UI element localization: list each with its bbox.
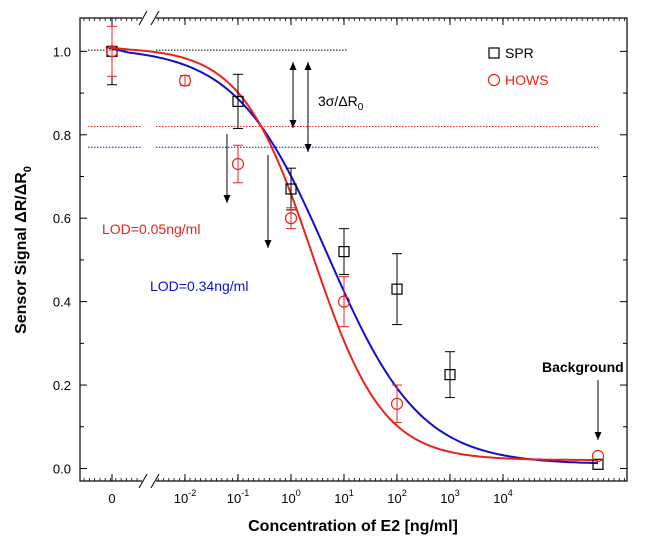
- arrow-3sigma-spr-head: [304, 62, 312, 70]
- axis-break-mark: [150, 10, 160, 26]
- annotation-3sigma: 3σ/ΔR0: [318, 93, 364, 113]
- arrow-lod-hows-head: [223, 195, 231, 203]
- data-point-hows: [231, 157, 245, 171]
- data-point-spr: [338, 245, 350, 258]
- x-tick-label: 0: [108, 491, 115, 506]
- axis-break-mark: [138, 473, 148, 489]
- data-point-spr: [592, 458, 604, 470]
- arrow-background-head: [594, 432, 602, 440]
- x-tick-label: 104: [493, 488, 512, 506]
- axes: 0.0 0.2 0.4 0.6 0.8 1.0 0 10-2 10-1 100 101 102 103 1…: [53, 10, 627, 506]
- data-point-hows: [337, 295, 351, 308]
- data-point-spr: [285, 183, 297, 195]
- legend-label-hows: HOWS: [505, 72, 549, 88]
- data-point-hows: [591, 449, 605, 463]
- plot-frame: [79, 17, 628, 482]
- arrow-3sigma-hows-head: [289, 62, 297, 70]
- y-tick-label: 0.2: [53, 378, 71, 393]
- data-point-hows: [284, 212, 298, 225]
- arrow-3sigma-spr-head: [304, 144, 312, 152]
- x-axis-title: Concentration of E2 [ng/ml]: [248, 518, 458, 535]
- annotation-lod-spr: LOD=0.34ng/ml: [150, 278, 248, 294]
- fit-curves: [105, 46, 598, 465]
- y-axis-title: Sensor Signal ΔR/ΔR0: [13, 166, 34, 334]
- y-tick-label: 0.0: [53, 461, 71, 476]
- x-tick-label: 103: [440, 488, 459, 506]
- data-point-spr: [391, 283, 403, 295]
- y-tick-label: 1.0: [53, 44, 71, 59]
- data-point-hows: [390, 397, 404, 410]
- x-tick-label: 10-2: [174, 488, 196, 506]
- y-tick-label: 0.6: [53, 211, 71, 226]
- data-point-spr: [444, 369, 456, 381]
- arrow-3sigma-hows-head: [289, 120, 297, 128]
- legend-marker-spr: [488, 47, 500, 59]
- x-tick-label: 102: [387, 488, 406, 506]
- fit-curve-spr: [105, 46, 598, 465]
- axis-break-gap: [142, 12, 156, 24]
- x-tick-label: 100: [281, 488, 300, 506]
- legend-label-spr: SPR: [505, 45, 534, 61]
- axis-break-mark: [138, 10, 148, 26]
- annotation-lod-hows: LOD=0.05ng/ml: [102, 221, 200, 237]
- legend: SPR HOWS: [487, 45, 549, 88]
- x-tick-label: 101: [334, 488, 353, 506]
- annotations: [223, 62, 602, 440]
- axis-break-mark: [150, 473, 160, 489]
- data-point-hows: [105, 45, 119, 58]
- annotation-background: Background: [542, 359, 624, 375]
- axis-break-gap: [142, 475, 156, 487]
- legend-marker-hows: [487, 73, 501, 87]
- arrow-lod-spr-head: [264, 240, 272, 248]
- data-markers: [105, 17, 605, 470]
- y-tick-label: 0.8: [53, 128, 71, 143]
- data-point-spr: [232, 95, 244, 108]
- x-tick-label: 10-1: [227, 488, 249, 506]
- data-point-hows: [178, 74, 192, 87]
- fit-curve-hows: [105, 46, 598, 461]
- y-tick-label: 0.4: [53, 295, 71, 310]
